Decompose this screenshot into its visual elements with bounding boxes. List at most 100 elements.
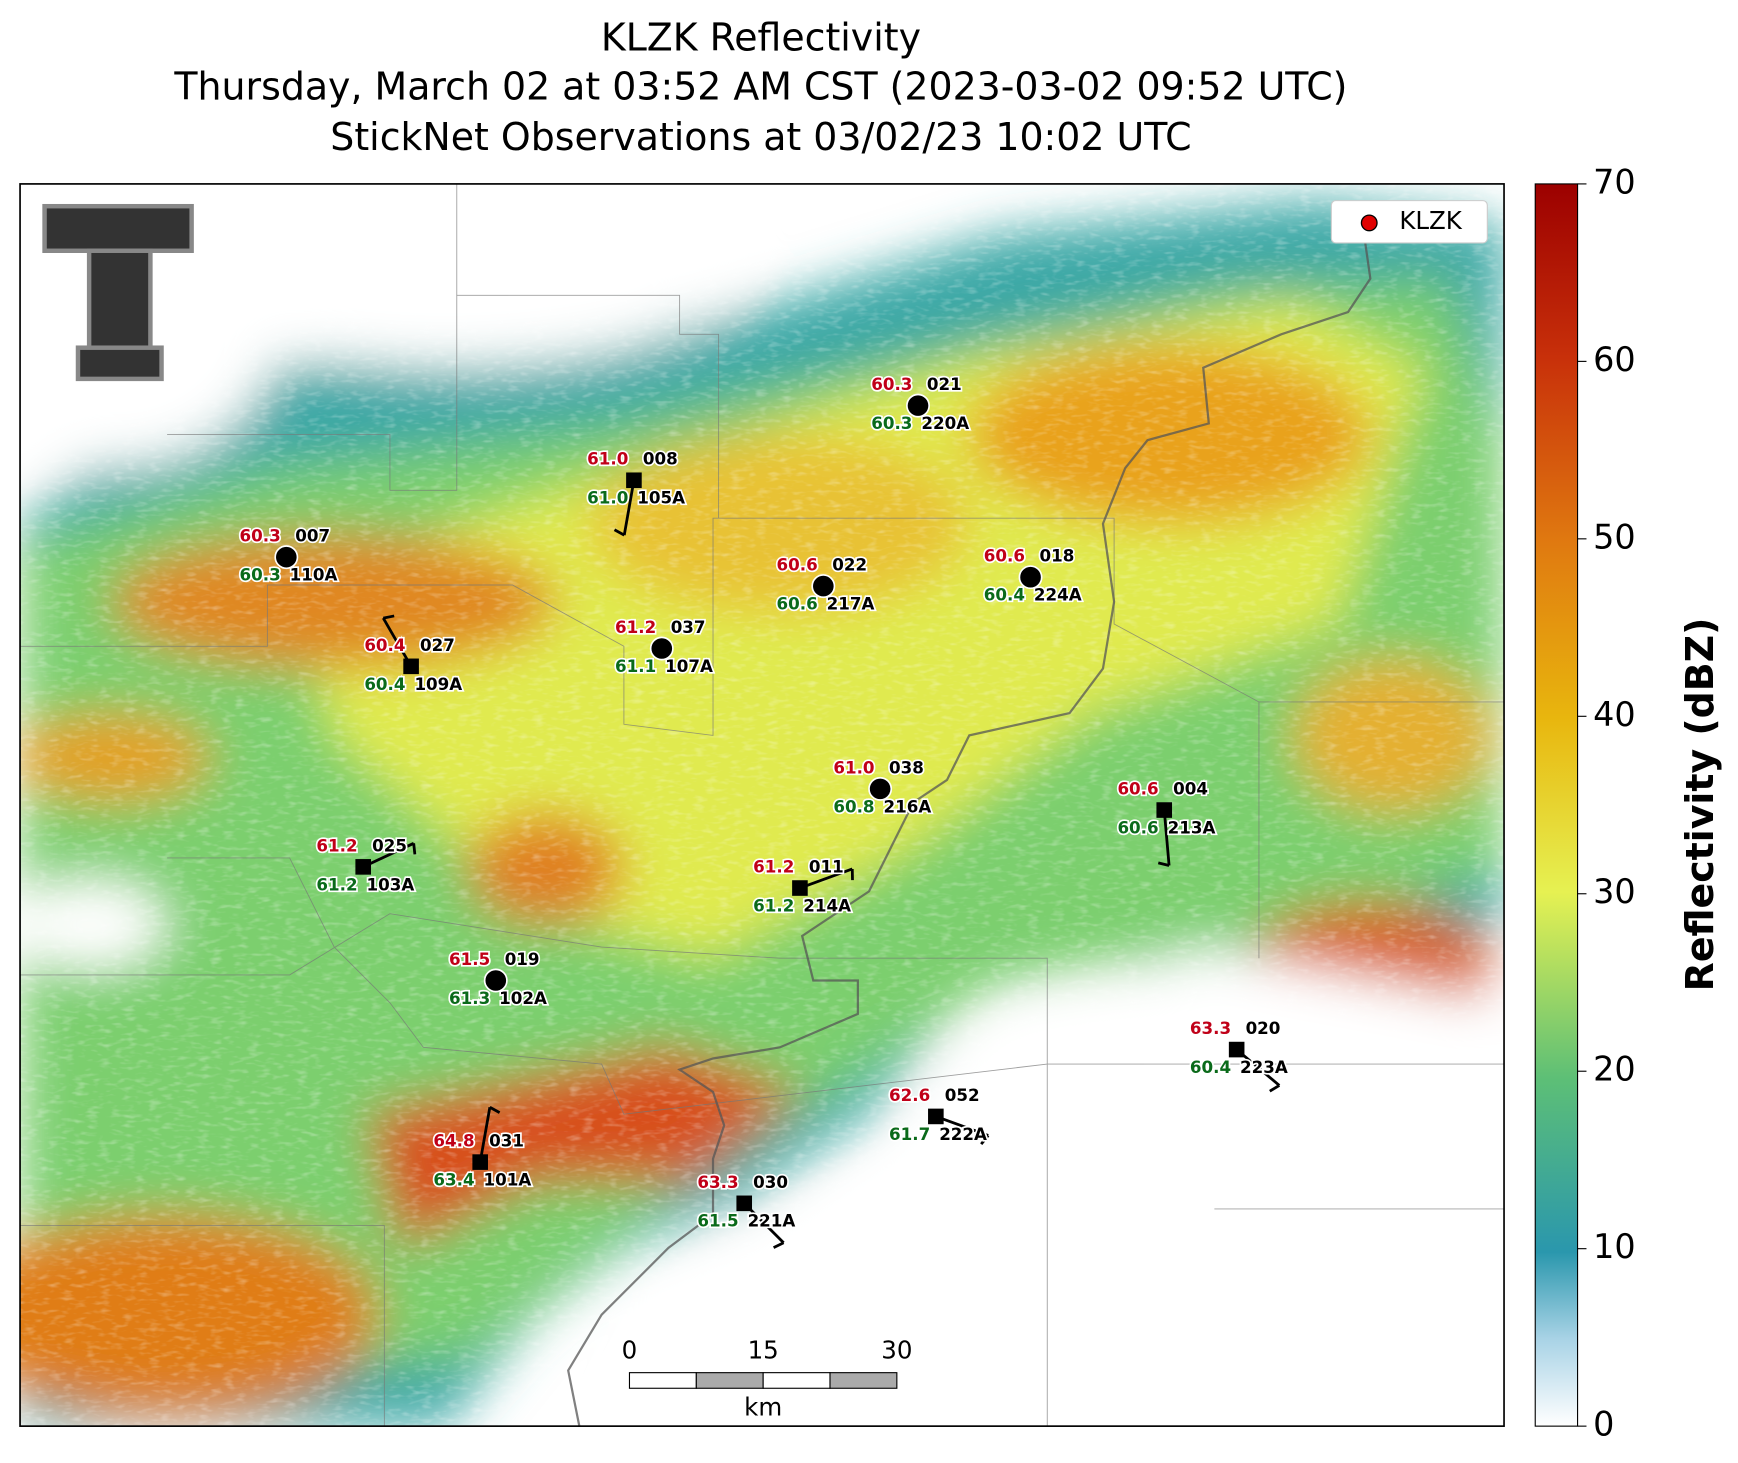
dewpoint: 60.3 — [240, 565, 281, 585]
colorbar-tick-label: 50 — [1593, 517, 1636, 556]
temperature: 60.6 — [777, 555, 818, 575]
wind-barb — [980, 1134, 990, 1146]
station-marker — [355, 859, 371, 875]
dewpoint: 60.6 — [777, 594, 818, 614]
station-code: 222A — [939, 1124, 987, 1144]
colorbar-tick-label: 0 — [1593, 1405, 1614, 1444]
dewpoint: 63.4 — [433, 1170, 474, 1190]
wind-barb — [935, 1115, 989, 1137]
scale-tick-label: 0 — [622, 1335, 638, 1364]
station-id: 019 — [505, 949, 540, 969]
title: KLZK Reflectivity — [601, 16, 921, 60]
temperature: 64.8 — [433, 1131, 474, 1151]
temperature: 61.2 — [753, 856, 794, 876]
station-marker — [1018, 565, 1043, 590]
wind-barb — [382, 614, 395, 620]
station-id: 021 — [927, 374, 962, 394]
station-code: 103A — [367, 874, 415, 894]
temperature: 63.3 — [1190, 1018, 1231, 1038]
scale-tick-label: 30 — [881, 1335, 912, 1364]
wind-barb — [489, 1106, 501, 1114]
temperature: 60.4 — [364, 635, 405, 655]
station-code: 214A — [803, 895, 851, 915]
station-code: 221A — [748, 1211, 796, 1231]
station-marker — [274, 545, 299, 570]
map-frame — [19, 183, 1505, 1427]
station-code: 102A — [499, 988, 547, 1008]
station-id: 052 — [945, 1085, 980, 1105]
wind-barb — [1269, 1084, 1281, 1093]
temperature: 61.0 — [833, 757, 874, 777]
station-id: 022 — [832, 555, 867, 575]
dewpoint: 60.4 — [364, 674, 405, 694]
dewpoint: 61.3 — [449, 988, 490, 1008]
dewpoint: 61.1 — [615, 656, 656, 676]
scale-segment — [695, 1372, 764, 1389]
station-code: 216A — [883, 796, 931, 816]
dewpoint: 60.6 — [1117, 817, 1158, 837]
station-marker — [736, 1195, 753, 1212]
dewpoint: 61.2 — [316, 874, 357, 894]
dewpoint: 61.7 — [889, 1124, 930, 1144]
station-id: 031 — [489, 1131, 524, 1151]
wind-barb — [478, 1106, 492, 1163]
station-code: 107A — [665, 656, 713, 676]
wind-barb — [412, 843, 417, 855]
wind-barb — [613, 528, 625, 537]
title: Thursday, March 02 at 03:52 AM CST (2023… — [173, 65, 1347, 109]
station-id: 030 — [753, 1172, 788, 1192]
dewpoint: 60.4 — [984, 585, 1025, 605]
dewpoint: 61.5 — [697, 1211, 738, 1231]
wind-barb — [1162, 809, 1171, 866]
radar-field — [20, 183, 1505, 1427]
wind-barb — [382, 617, 413, 668]
colorbar-tick-label: 10 — [1593, 1227, 1636, 1266]
wind-barb — [622, 480, 636, 536]
station-marker — [928, 1108, 944, 1125]
station-id: 037 — [671, 617, 706, 637]
temperature: 63.3 — [697, 1172, 738, 1192]
scale-segment — [829, 1372, 898, 1389]
wind-barb — [362, 842, 415, 869]
temperature: 62.6 — [889, 1085, 930, 1105]
station-marker — [1228, 1041, 1245, 1058]
station-code: 101A — [484, 1170, 532, 1190]
legend-label: KLZK — [1399, 206, 1462, 235]
wind-barb — [1157, 861, 1170, 867]
temperature: 60.6 — [984, 546, 1025, 566]
dewpoint: 61.0 — [587, 488, 628, 508]
station-id: 007 — [295, 526, 330, 546]
station-code: 105A — [637, 488, 685, 508]
temperature: 60.3 — [871, 374, 912, 394]
wind-barb — [799, 867, 853, 890]
colorbar-label: Reflectivity (dBZ) — [1678, 618, 1722, 992]
title: StickNet Observations at 03/02/23 10:02 … — [330, 115, 1191, 159]
colorbar-tick-label: 30 — [1593, 872, 1636, 911]
dewpoint: 61.2 — [753, 895, 794, 915]
temperature: 60.3 — [240, 526, 281, 546]
colorbar-tick-label: 40 — [1593, 695, 1636, 734]
station-marker — [403, 658, 419, 675]
station-code: 109A — [414, 674, 462, 694]
station-code: 213A — [1168, 817, 1216, 837]
dewpoint: 60.8 — [833, 796, 874, 816]
station-id: 004 — [1173, 778, 1208, 798]
temperature: 61.2 — [615, 617, 656, 637]
station-marker — [472, 1154, 488, 1170]
station-code: 223A — [1240, 1057, 1288, 1077]
dewpoint: 60.4 — [1190, 1057, 1231, 1077]
station-code: 217A — [827, 594, 875, 614]
scale-segment — [628, 1372, 697, 1389]
station-marker — [906, 393, 930, 418]
station-id: 011 — [809, 856, 844, 876]
dewpoint: 60.3 — [871, 413, 912, 433]
station-marker — [649, 636, 674, 661]
wind-barb — [772, 1241, 785, 1249]
station-id: 020 — [1246, 1018, 1281, 1038]
scale-tick-label: 15 — [748, 1335, 779, 1364]
station-id: 018 — [1039, 546, 1074, 566]
scale-segment — [762, 1372, 831, 1389]
station-marker — [483, 968, 508, 993]
